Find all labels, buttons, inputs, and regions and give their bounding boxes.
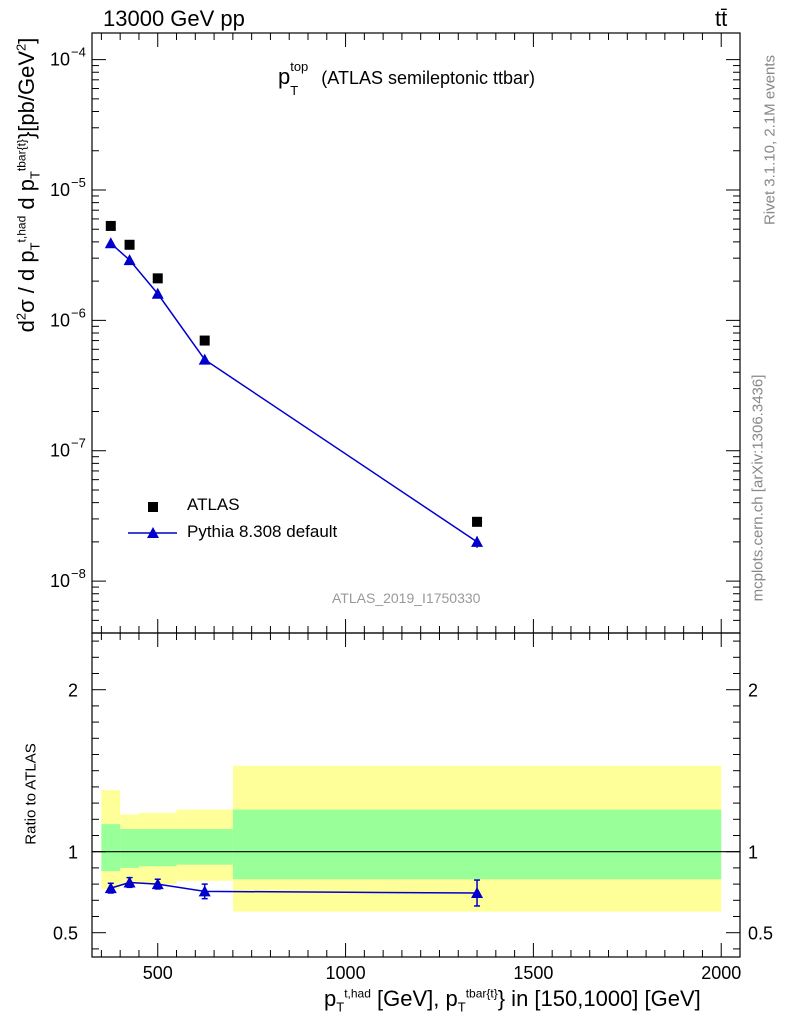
atlas-data-marker xyxy=(199,335,210,346)
atlas-data-marker xyxy=(105,220,116,231)
main-ytick-label-0: 10 −8 xyxy=(50,566,86,591)
atlas-data-marker xyxy=(472,516,483,527)
svg-text:10: 10 xyxy=(50,50,70,70)
svg-text:−5: −5 xyxy=(71,175,86,190)
x-axis-label: pTt,had [GeV], pTtbar{t}} in [150,1000] … xyxy=(324,986,701,1015)
ratio-ytick-label-right-2: 2 xyxy=(748,681,758,701)
side-text-rivet: Rivet 3.1.10, 2.1M events xyxy=(761,54,779,226)
header-collision-label: 13000 GeV pp xyxy=(103,6,245,31)
x-tick-label-2: 1500 xyxy=(513,963,553,983)
svg-text:−6: −6 xyxy=(71,305,86,320)
svg-text:10: 10 xyxy=(50,441,70,461)
analysis-id-label: ATLAS_2019_I1750330 xyxy=(332,590,481,606)
main-ytick-label-3: 10 −5 xyxy=(50,175,86,200)
svg-text:−4: −4 xyxy=(71,45,86,60)
side-text-mcplots: mcplots.cern.ch [arXiv:1306.3436] xyxy=(749,374,767,602)
svg-text:−7: −7 xyxy=(71,436,86,451)
pythia-series-line xyxy=(110,242,478,543)
header-process-label: tt̄ xyxy=(715,6,728,31)
pythia-marker xyxy=(123,254,136,266)
pythia-marker xyxy=(198,353,211,365)
ratio-pythia-marker xyxy=(123,876,136,888)
ratio-ytick-label-right-0: 0.5 xyxy=(748,924,773,944)
main-plot-title: pTtop (ATLAS semileptonic ttbar) xyxy=(278,59,536,98)
ratio-y-axis-label: Ratio to ATLAS xyxy=(22,743,40,845)
ratio-ytick-label-left-1: 1 xyxy=(68,843,78,863)
ratio-ytick-label-left-0: 0.5 xyxy=(53,924,78,944)
ratio-ytick-label-left-2: 2 xyxy=(68,681,78,701)
ratio-plot-frame xyxy=(91,632,741,958)
svg-text:−8: −8 xyxy=(71,566,86,581)
legend-label-pythia: Pythia 8.308 default xyxy=(187,522,338,541)
svg-text:10: 10 xyxy=(50,180,70,200)
ratio-band-inner-4 xyxy=(232,809,722,880)
main-y-axis-label: d2σ / d pTt,had d pTtbar{t}}[pb/GeV2] xyxy=(13,37,43,333)
main-ytick-label-1: 10 −7 xyxy=(50,436,86,461)
svg-text:10: 10 xyxy=(50,571,70,591)
main-ytick-label-2: 10 −6 xyxy=(50,305,86,330)
pythia-marker xyxy=(471,535,484,547)
x-tick-label-3: 2000 xyxy=(701,963,741,983)
atlas-data-marker xyxy=(124,239,135,250)
ratio-band-inner-0 xyxy=(101,824,121,872)
ratio-pythia-marker xyxy=(198,885,211,897)
pythia-marker xyxy=(104,237,117,249)
x-tick-label-1: 1000 xyxy=(326,963,366,983)
legend-atlas-marker xyxy=(148,502,158,512)
svg-text:10: 10 xyxy=(50,310,70,330)
x-tick-label-0: 500 xyxy=(143,963,173,983)
ratio-band-inner-2 xyxy=(138,829,177,867)
legend-pythia-marker xyxy=(147,527,159,538)
atlas-data-marker xyxy=(152,273,163,284)
ratio-band-inner-3 xyxy=(176,829,233,865)
main-plot-frame xyxy=(91,32,741,634)
ratio-pythia-marker xyxy=(104,882,117,894)
ratio-pythia-marker xyxy=(471,887,484,899)
ratio-ytick-label-right-1: 1 xyxy=(748,843,758,863)
pythia-marker xyxy=(151,287,164,299)
legend-label-atlas: ATLAS xyxy=(187,495,240,514)
ratio-band-inner-1 xyxy=(120,829,139,868)
ratio-pythia-marker xyxy=(151,878,164,890)
main-ytick-label-4: 10 −4 xyxy=(50,45,86,70)
